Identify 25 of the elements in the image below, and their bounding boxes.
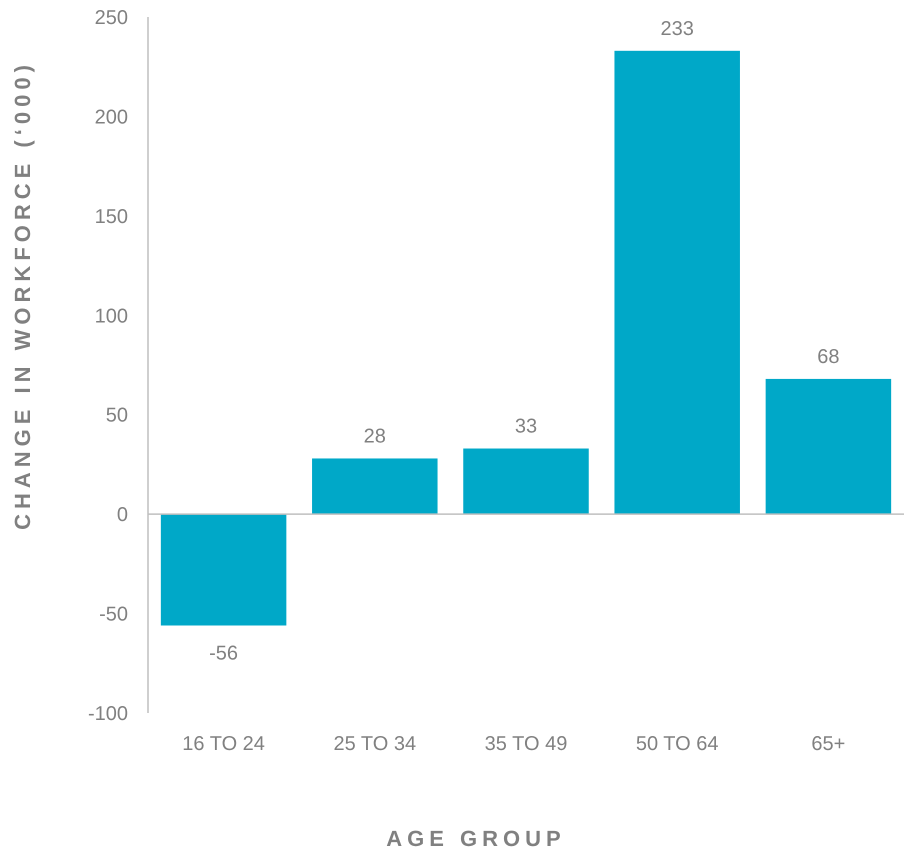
bar: [463, 448, 589, 514]
x-tick-label: 35 TO 49: [484, 733, 568, 755]
y-tick-label: -100: [88, 703, 128, 725]
x-tick-label: 50 TO 64: [636, 733, 719, 755]
data-label: 233: [660, 18, 694, 40]
bar: [312, 458, 438, 514]
y-tick-label: 100: [94, 305, 128, 328]
x-tick-label: 65+: [811, 733, 846, 755]
y-tick-label: 150: [94, 206, 128, 228]
x-tick-label: 16 TO 24: [182, 733, 265, 755]
y-axis-title: CHANGE IN WORKFORCE (‘000): [10, 60, 35, 530]
bar: [614, 50, 740, 514]
y-tick-label: 50: [106, 404, 128, 427]
data-label: 33: [514, 416, 538, 438]
data-label: 68: [817, 346, 840, 368]
bar: [160, 514, 286, 626]
x-axis-title: AGE GROUP: [386, 826, 566, 851]
bar: [766, 378, 892, 514]
data-label: 28: [364, 425, 386, 448]
data-label: -56: [209, 642, 238, 665]
y-tick-label: 250: [94, 7, 128, 29]
x-tick-label: 25 TO 34: [333, 733, 416, 755]
y-tick-label: -50: [99, 604, 128, 626]
y-tick-label: 200: [94, 106, 128, 128]
y-tick-label: 0: [116, 504, 128, 526]
